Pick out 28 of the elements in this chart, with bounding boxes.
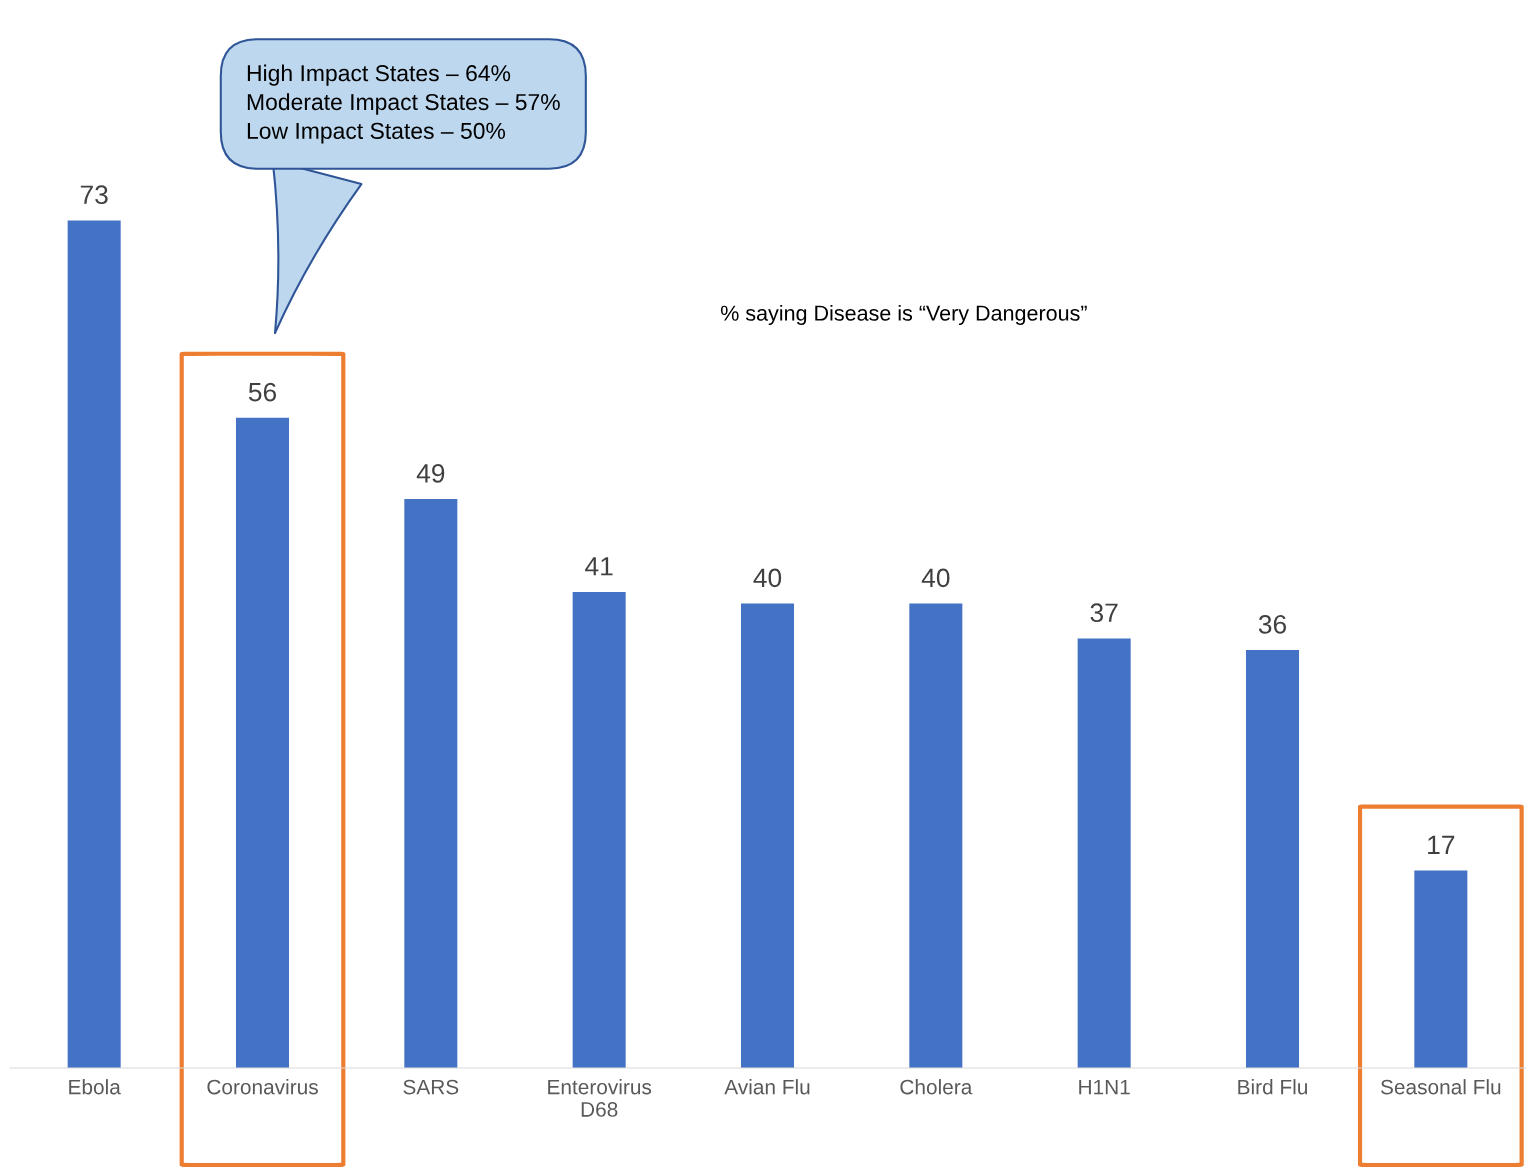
data-label: 49 (416, 464, 445, 483)
x-tick-label: Ebola (69, 1079, 121, 1095)
bar (404, 499, 458, 1068)
text: % saying Disease is “Very Dangerous” (720, 304, 1087, 326)
bar (1077, 638, 1131, 1068)
data-label: 40 (921, 568, 950, 588)
bar (909, 603, 963, 1068)
bar (740, 603, 795, 1068)
data-label: 36 (1258, 614, 1287, 634)
data-label: 40 (753, 568, 782, 588)
bar (1245, 650, 1300, 1068)
x-tick-label: Avian Flu (724, 1079, 810, 1095)
data-label: 37 (1090, 603, 1118, 623)
x-tick-label: Enterovirus D68 (548, 1079, 652, 1117)
data-label: 41 (585, 557, 613, 576)
x-tick-label: H1N1 (1079, 1079, 1130, 1095)
x-tick-label: Cholera (900, 1079, 973, 1095)
data-label: 56 (248, 382, 277, 402)
x-tick-label: SARS (403, 1079, 459, 1095)
text: High Impact States – 64% Moderate Impact States – 57% Low Impact States – 50% (247, 64, 560, 144)
x-tick-label: Seasonal Flu (1380, 1079, 1501, 1095)
x-tick-label: Coronavirus (207, 1079, 318, 1095)
bar (572, 591, 626, 1068)
bar (67, 220, 121, 1068)
bar (1414, 870, 1468, 1068)
data-label: 73 (80, 185, 108, 205)
data-label: 17 (1428, 835, 1455, 855)
x-tick-label: Bird Flu (1238, 1079, 1308, 1095)
